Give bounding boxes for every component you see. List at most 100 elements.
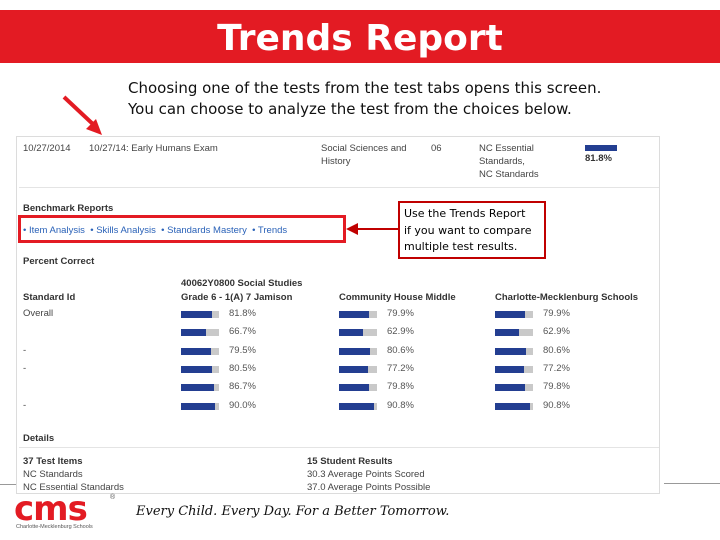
exam-name: 10/27/14: Early Humans Exam: [89, 143, 218, 154]
standards-line-2: Standards,: [479, 156, 525, 167]
percent-bar: [181, 366, 219, 373]
nc-standards: NC Standards: [23, 469, 83, 480]
link-skills-analysis[interactable]: Skills Analysis: [96, 225, 156, 236]
col-district: Charlotte-Mecklenburg Schools: [495, 292, 639, 303]
callout-line-2: if you want to compare: [404, 223, 532, 237]
row-standard-id: -: [23, 400, 27, 411]
percent-bar-fill: [339, 329, 363, 336]
details-heading: Details: [23, 433, 55, 444]
callout-line-3: multiple test results.: [404, 240, 518, 253]
col-class-line-2: Grade 6 - 1(A) 7 Jamison: [181, 292, 293, 303]
link-trends[interactable]: Trends: [257, 225, 288, 236]
col-standard-id: Standard Id: [23, 292, 76, 303]
col-school: Community House Middle: [339, 292, 456, 303]
percent-bar-fill: [495, 384, 526, 391]
row-standard-id: -: [23, 363, 27, 374]
connector-arrow-icon: [346, 223, 398, 235]
avg-points-possible: 37.0 Average Points Possible: [307, 482, 431, 493]
percent-value: 62.9%: [543, 326, 570, 337]
avg-points-scored: 30.3 Average Points Scored: [307, 469, 425, 480]
intro-line-2: You can choose to analyze the test from …: [128, 100, 572, 118]
percent-value: 80.5%: [229, 363, 256, 374]
footer-rule-right: [664, 483, 720, 484]
col-class-line-1: 40062Y0800 Social Studies: [181, 278, 303, 289]
slogan: Every Child. Every Day. For a Better Tom…: [136, 504, 450, 519]
percent-value: 79.9%: [387, 308, 414, 319]
percent-bar-fill: [181, 366, 212, 373]
percent-bar: [495, 366, 533, 373]
percent-value: 90.8%: [387, 400, 414, 411]
report-screenshot: 10/27/2014 10/27/14: Early Humans Exam S…: [16, 136, 660, 494]
test-items: 37 Test Items: [23, 456, 83, 467]
score-bar: [585, 145, 617, 151]
callout-line-1: Use the Trends Report: [404, 207, 526, 220]
benchmark-links: • Item Analysis • Skills Analysis • Stan…: [23, 225, 288, 236]
details-divider: [19, 447, 659, 448]
percent-value: 77.2%: [387, 363, 414, 374]
nc-essential-standards: NC Essential Standards: [23, 482, 124, 493]
logo-subtitle: Charlotte-Mecklenburg Schools: [16, 524, 93, 530]
percent-bar: [181, 311, 219, 318]
percent-bar: [495, 384, 533, 391]
divider: [19, 187, 659, 188]
percent-bar-fill: [181, 403, 216, 410]
percent-bar: [339, 329, 377, 336]
percent-bar: [181, 329, 219, 336]
slide-title: Trends Report: [217, 18, 503, 59]
percent-bar-fill: [495, 329, 519, 336]
percent-bar: [339, 366, 377, 373]
subject-line-2: History: [321, 156, 351, 167]
percent-bar-fill: [339, 403, 374, 410]
title-bar: [0, 10, 720, 63]
percent-bar: [495, 348, 533, 355]
subject-line-1: Social Sciences and: [321, 143, 407, 154]
percent-value: 90.8%: [543, 400, 570, 411]
footer-rule-left: [0, 484, 16, 485]
percent-bar-fill: [181, 311, 213, 318]
percent-bar: [495, 329, 533, 336]
percent-value: 79.8%: [543, 381, 570, 392]
percent-bar: [181, 403, 219, 410]
cms-logo: cms ® Charlotte-Mecklenburg Schools: [14, 489, 118, 534]
percent-bar-fill: [339, 311, 370, 318]
logo-text: cms: [14, 489, 88, 529]
percent-value: 79.9%: [543, 308, 570, 319]
percent-bar-fill: [495, 348, 526, 355]
percent-value: 80.6%: [387, 345, 414, 356]
percent-bar-fill: [495, 366, 525, 373]
pointer-arrow-icon: [62, 95, 102, 135]
percent-bar-fill: [339, 384, 370, 391]
percent-bar: [495, 311, 533, 318]
percent-bar: [339, 384, 377, 391]
row-standard-id: -: [23, 345, 27, 356]
standards-line-3: NC Standards: [479, 169, 539, 180]
percent-bar-fill: [181, 384, 214, 391]
percent-bar: [339, 311, 377, 318]
benchmark-heading: Benchmark Reports: [23, 203, 114, 214]
intro-text: Choosing one of the tests from the test …: [128, 78, 708, 120]
percent-value: 79.5%: [229, 345, 256, 356]
grade: 06: [431, 143, 442, 154]
percent-value: 77.2%: [543, 363, 570, 374]
student-results: 15 Student Results: [307, 456, 393, 467]
percent-value: 80.6%: [543, 345, 570, 356]
standards-line-1: NC Essential: [479, 143, 534, 154]
percent-value: 79.8%: [387, 381, 414, 392]
percent-correct-heading: Percent Correct: [23, 256, 95, 267]
percent-bar: [339, 348, 377, 355]
percent-bar-fill: [181, 329, 207, 336]
intro-line-1: Choosing one of the tests from the test …: [128, 79, 602, 97]
percent-value: 90.0%: [229, 400, 256, 411]
percent-bar: [495, 403, 533, 410]
percent-value: 62.9%: [387, 326, 414, 337]
trends-callout: Use the Trends Report if you want to com…: [398, 201, 546, 259]
link-item-analysis[interactable]: Item Analysis: [28, 225, 85, 236]
highlight-box: [18, 215, 346, 243]
row-standard-id: Overall: [23, 308, 54, 319]
top-score: 81.8%: [585, 153, 612, 164]
percent-bar-fill: [495, 311, 526, 318]
percent-value: 81.8%: [229, 308, 256, 319]
test-date: 10/27/2014: [23, 143, 71, 154]
percent-value: 86.7%: [229, 381, 256, 392]
link-standards-mastery[interactable]: Standards Mastery: [167, 225, 247, 236]
